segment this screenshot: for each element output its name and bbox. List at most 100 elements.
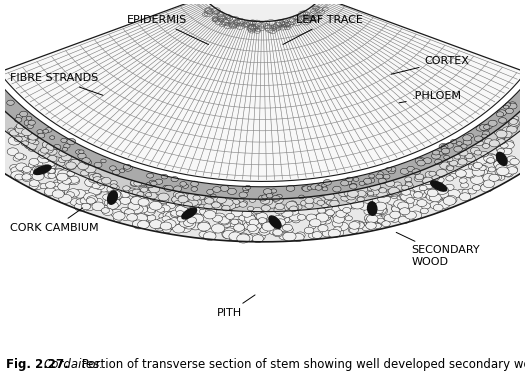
Circle shape bbox=[93, 183, 103, 190]
Circle shape bbox=[447, 189, 460, 198]
Circle shape bbox=[249, 219, 259, 226]
Circle shape bbox=[351, 189, 361, 195]
Circle shape bbox=[442, 146, 447, 150]
Circle shape bbox=[309, 217, 320, 224]
Circle shape bbox=[312, 231, 322, 238]
Circle shape bbox=[232, 220, 243, 227]
Circle shape bbox=[343, 201, 354, 209]
Circle shape bbox=[205, 198, 214, 204]
Circle shape bbox=[161, 222, 173, 231]
Circle shape bbox=[509, 119, 519, 126]
Circle shape bbox=[343, 192, 351, 197]
Circle shape bbox=[16, 114, 23, 119]
Circle shape bbox=[281, 205, 289, 210]
Circle shape bbox=[403, 211, 411, 217]
Circle shape bbox=[497, 136, 505, 142]
Circle shape bbox=[374, 207, 383, 214]
Circle shape bbox=[502, 148, 512, 155]
Circle shape bbox=[256, 212, 268, 220]
Circle shape bbox=[243, 186, 249, 191]
Circle shape bbox=[489, 174, 499, 181]
Circle shape bbox=[148, 205, 155, 210]
Circle shape bbox=[245, 213, 255, 220]
Circle shape bbox=[286, 227, 293, 232]
Circle shape bbox=[384, 190, 394, 197]
Circle shape bbox=[324, 193, 334, 200]
Circle shape bbox=[432, 175, 439, 180]
Circle shape bbox=[205, 197, 211, 201]
Circle shape bbox=[445, 184, 454, 191]
Circle shape bbox=[436, 186, 448, 194]
Circle shape bbox=[364, 209, 373, 215]
Circle shape bbox=[176, 210, 184, 216]
Circle shape bbox=[143, 207, 155, 215]
Circle shape bbox=[137, 192, 144, 197]
Circle shape bbox=[303, 202, 310, 206]
Circle shape bbox=[397, 202, 409, 210]
Circle shape bbox=[468, 163, 477, 169]
Circle shape bbox=[48, 173, 56, 178]
Circle shape bbox=[368, 203, 376, 209]
Circle shape bbox=[354, 222, 364, 229]
Circle shape bbox=[245, 185, 251, 189]
Circle shape bbox=[392, 204, 404, 213]
Circle shape bbox=[175, 206, 188, 214]
Circle shape bbox=[204, 210, 216, 219]
Circle shape bbox=[253, 207, 262, 214]
Circle shape bbox=[423, 177, 433, 185]
Circle shape bbox=[366, 222, 373, 227]
Circle shape bbox=[484, 180, 495, 188]
Circle shape bbox=[223, 230, 235, 239]
Circle shape bbox=[395, 196, 406, 204]
Circle shape bbox=[445, 195, 457, 204]
Circle shape bbox=[380, 190, 389, 197]
Circle shape bbox=[205, 207, 217, 215]
Circle shape bbox=[98, 184, 110, 192]
Circle shape bbox=[15, 153, 24, 159]
Circle shape bbox=[28, 161, 40, 169]
Circle shape bbox=[296, 232, 305, 238]
Circle shape bbox=[152, 195, 161, 201]
Circle shape bbox=[92, 202, 104, 211]
Circle shape bbox=[500, 133, 507, 138]
Circle shape bbox=[280, 227, 287, 232]
Circle shape bbox=[332, 212, 344, 220]
Circle shape bbox=[298, 214, 306, 220]
Circle shape bbox=[18, 130, 27, 137]
Circle shape bbox=[376, 207, 387, 215]
Circle shape bbox=[188, 205, 199, 212]
Circle shape bbox=[508, 121, 519, 129]
Circle shape bbox=[359, 203, 370, 210]
Circle shape bbox=[328, 197, 338, 204]
Circle shape bbox=[446, 198, 455, 205]
Circle shape bbox=[301, 186, 308, 191]
Circle shape bbox=[456, 170, 466, 177]
Circle shape bbox=[169, 218, 180, 225]
Circle shape bbox=[313, 197, 322, 204]
Circle shape bbox=[332, 231, 339, 236]
Circle shape bbox=[46, 168, 57, 176]
Circle shape bbox=[311, 215, 319, 221]
Circle shape bbox=[7, 100, 14, 105]
Circle shape bbox=[401, 210, 410, 216]
Circle shape bbox=[25, 142, 34, 149]
Circle shape bbox=[368, 212, 380, 220]
Circle shape bbox=[137, 206, 148, 213]
Circle shape bbox=[246, 219, 255, 225]
Circle shape bbox=[88, 172, 98, 178]
Circle shape bbox=[386, 181, 393, 185]
Circle shape bbox=[343, 179, 352, 185]
Circle shape bbox=[362, 222, 372, 230]
Circle shape bbox=[226, 202, 236, 209]
Circle shape bbox=[273, 229, 282, 236]
Circle shape bbox=[7, 148, 18, 155]
Circle shape bbox=[474, 136, 483, 142]
Circle shape bbox=[337, 207, 347, 214]
Circle shape bbox=[145, 193, 152, 197]
Circle shape bbox=[52, 169, 66, 178]
Circle shape bbox=[57, 191, 65, 196]
Circle shape bbox=[430, 178, 438, 184]
Circle shape bbox=[123, 165, 132, 171]
Circle shape bbox=[488, 167, 496, 172]
Circle shape bbox=[442, 144, 448, 149]
